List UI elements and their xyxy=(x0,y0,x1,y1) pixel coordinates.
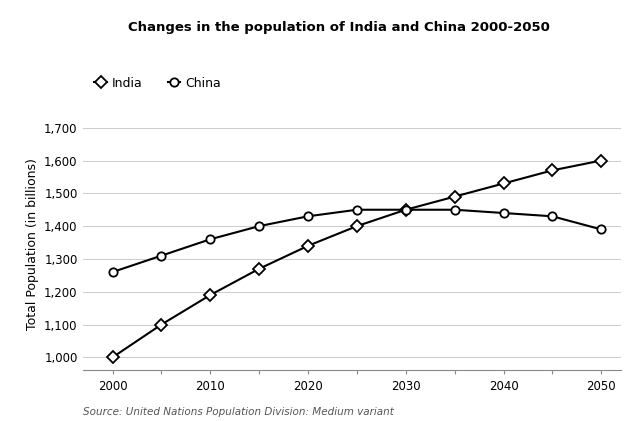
China xyxy=(109,269,116,274)
China xyxy=(451,207,458,212)
India xyxy=(500,181,508,186)
Y-axis label: Total Population (in billions): Total Population (in billions) xyxy=(26,158,38,330)
India xyxy=(597,158,605,163)
India xyxy=(255,266,263,271)
China xyxy=(597,227,605,232)
India xyxy=(207,293,214,298)
Text: Changes in the population of India and China 2000-2050: Changes in the population of India and C… xyxy=(128,21,550,34)
India xyxy=(304,243,312,248)
China xyxy=(402,207,410,212)
India xyxy=(402,207,410,212)
Line: China: China xyxy=(108,205,605,276)
India xyxy=(353,224,361,229)
China xyxy=(157,253,165,258)
China xyxy=(255,224,263,229)
India xyxy=(451,194,458,199)
India xyxy=(109,355,116,360)
Line: India: India xyxy=(108,156,605,362)
China xyxy=(548,214,556,219)
India xyxy=(157,322,165,327)
Text: Source: United Nations Population Division: Medium variant: Source: United Nations Population Divisi… xyxy=(83,407,394,417)
China xyxy=(304,214,312,219)
India xyxy=(548,168,556,173)
China xyxy=(500,210,508,216)
China xyxy=(207,237,214,242)
China xyxy=(353,207,361,212)
Legend: India, China: India, China xyxy=(90,72,226,94)
